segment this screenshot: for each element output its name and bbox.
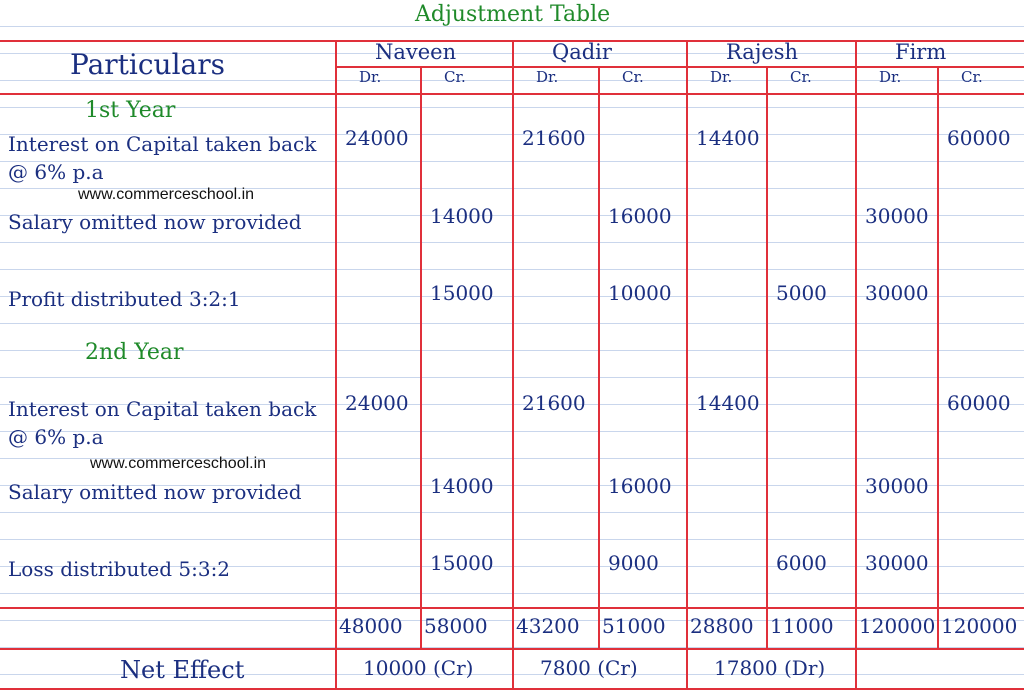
amount: 60000 xyxy=(947,126,1011,150)
particulars: Loss distributed 5:3:2 xyxy=(8,557,231,581)
amount: 15000 xyxy=(430,281,494,305)
amount: 10000 xyxy=(608,281,672,305)
particulars-header: Particulars xyxy=(70,48,225,81)
rule xyxy=(937,66,939,648)
particulars: Salary omitted now provided xyxy=(8,210,302,234)
sub-header: Dr. xyxy=(879,68,902,86)
amount: 30000 xyxy=(865,204,929,228)
amount: 24000 xyxy=(345,391,409,415)
rule xyxy=(512,40,514,688)
amount: 9000 xyxy=(608,551,659,575)
column-header: Naveen xyxy=(375,40,457,64)
amount: 14000 xyxy=(430,204,494,228)
amount: 30000 xyxy=(865,474,929,498)
amount: 21600 xyxy=(522,126,586,150)
watermark: www.commerceschool.in xyxy=(90,455,267,472)
total: 120000 xyxy=(941,614,1018,638)
total: 58000 xyxy=(424,614,488,638)
rule xyxy=(686,40,688,688)
column-header: Rajesh xyxy=(726,40,799,64)
particulars: Interest on Capital taken back @ 6% p.a xyxy=(8,397,317,449)
particulars: Interest on Capital taken back @ 6% p.a xyxy=(8,132,317,184)
net-effect: 10000 (Cr) xyxy=(363,656,474,680)
watermark: www.commerceschool.in xyxy=(78,186,255,203)
sub-header: Cr. xyxy=(961,68,983,86)
amount: 16000 xyxy=(608,474,672,498)
net-effect: 7800 (Cr) xyxy=(540,656,638,680)
amount: 16000 xyxy=(608,204,672,228)
net-effect: 17800 (Dr) xyxy=(714,656,826,680)
total: 48000 xyxy=(339,614,403,638)
total: 51000 xyxy=(602,614,666,638)
amount: 30000 xyxy=(865,551,929,575)
amount: 14400 xyxy=(696,126,760,150)
amount: 30000 xyxy=(865,281,929,305)
title: Adjustment Table xyxy=(415,2,611,27)
rule xyxy=(335,66,1024,68)
amount: 15000 xyxy=(430,551,494,575)
amount: 60000 xyxy=(947,391,1011,415)
rule xyxy=(598,66,600,648)
rule xyxy=(420,66,422,648)
sub-header: Dr. xyxy=(359,68,382,86)
sub-header: Cr. xyxy=(622,68,644,86)
total: 43200 xyxy=(516,614,580,638)
sub-header: Cr. xyxy=(790,68,812,86)
amount: 6000 xyxy=(776,551,827,575)
sub-header: Cr. xyxy=(444,68,466,86)
total: 11000 xyxy=(770,614,834,638)
sub-header: Dr. xyxy=(710,68,733,86)
amount: 21600 xyxy=(522,391,586,415)
total: 120000 xyxy=(859,614,936,638)
particulars: Salary omitted now provided xyxy=(8,480,302,504)
rule xyxy=(335,40,337,688)
amount: 14400 xyxy=(696,391,760,415)
sub-header: Dr. xyxy=(536,68,559,86)
total: 28800 xyxy=(690,614,754,638)
column-header: Firm xyxy=(895,40,947,64)
rule xyxy=(766,66,768,648)
amount: 24000 xyxy=(345,126,409,150)
rule xyxy=(855,40,857,688)
section-heading: 1st Year xyxy=(85,98,176,123)
particulars: Profit distributed 3:2:1 xyxy=(8,287,241,311)
amount: 5000 xyxy=(776,281,827,305)
column-header: Qadir xyxy=(552,40,612,64)
rule xyxy=(0,688,1024,690)
net-effect-label: Net Effect xyxy=(120,656,245,684)
section-heading: 2nd Year xyxy=(85,340,184,365)
amount: 14000 xyxy=(430,474,494,498)
